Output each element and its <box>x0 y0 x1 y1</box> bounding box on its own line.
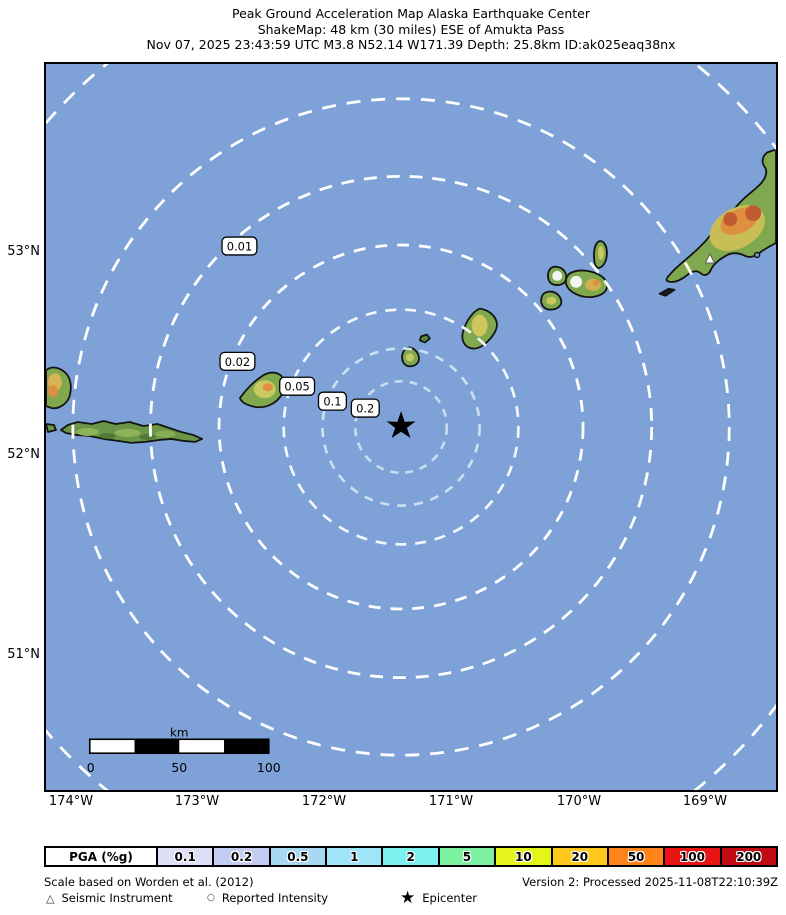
pga-legend-title: PGA (%g) <box>46 848 158 865</box>
island-left-edge <box>46 366 72 410</box>
pga-legend-cell-5: 5 <box>439 848 497 865</box>
reported-intensity-icon: ○ <box>207 893 215 903</box>
svg-text:0.2: 0.2 <box>356 402 374 416</box>
pga-legend-value: 0.5 <box>287 849 309 864</box>
contour-circle-0.05 <box>282 308 520 546</box>
legend-seismic-instrument: △ Seismic Instrument <box>46 891 173 905</box>
pga-legend-value: 100 <box>679 849 705 864</box>
contour-labels-layer: 0.01 0.02 0.05 0.1 0.2 <box>219 236 380 418</box>
contour-label-0.1: 0.1 <box>317 391 348 411</box>
contour-circle-outer-1 <box>71 97 731 757</box>
islet-speck <box>419 333 431 344</box>
island-yunaska <box>461 307 498 350</box>
island-chagulak <box>401 346 420 368</box>
pga-legend-value: 0.2 <box>230 849 253 864</box>
lon-label-172w: 172°W <box>301 794 347 809</box>
scale-bar: km 0 50 100 <box>87 725 281 775</box>
epicenter-star-icon: ★ <box>400 887 416 908</box>
scale-attribution: Scale based on Worden et al. (2012) <box>44 875 254 889</box>
pga-legend-cell-200: 200 <box>721 848 776 865</box>
pga-legend-cell-1: 1 <box>327 848 384 865</box>
lon-label-169w: 169°W <box>682 794 728 809</box>
map-header: Peak Ground Acceleration Map Alaska Eart… <box>44 6 778 53</box>
lat-label-53n: 53°N <box>7 244 40 259</box>
pga-contour-circles <box>46 64 776 790</box>
event-info-line: Nov 07, 2025 23:43:59 UTC M3.8 N52.14 W1… <box>146 37 676 52</box>
page-title: Peak Ground Acceleration Map Alaska Eart… <box>231 6 591 21</box>
lat-label-51n: 51°N <box>7 647 40 662</box>
contour-circle-0.01 <box>149 174 654 680</box>
island-cluster-four-mountains <box>540 240 608 311</box>
epicenter-star-marker <box>386 411 416 439</box>
pga-legend-value: 2 <box>406 849 415 864</box>
pga-legend-value: 200 <box>736 849 762 864</box>
pga-legend-cell-0.5: 0.5 <box>270 848 328 865</box>
pga-legend-value: 20 <box>571 849 589 864</box>
island-long-west <box>60 420 204 444</box>
lon-label-173w: 173°W <box>174 794 220 809</box>
seismic-station-triangle-icon <box>704 252 716 264</box>
pga-legend-bar: PGA (%g) 0.1 0.2 0.5 1 2 5 10 20 50 100 … <box>44 846 778 867</box>
pga-legend-value: 5 <box>462 849 472 864</box>
svg-text:0.02: 0.02 <box>225 355 250 369</box>
contour-label-0.01: 0.01 <box>221 236 258 256</box>
pga-legend-value: 0.1 <box>174 849 196 864</box>
lon-label-174w: 174°W <box>48 794 94 809</box>
shakemap-svg: 0.01 0.02 0.05 0.1 0.2 <box>46 64 776 790</box>
epicenter-label: Epicenter <box>422 891 478 905</box>
pga-legend-value: 50 <box>627 849 645 864</box>
scale-bar-unit: km <box>170 725 189 739</box>
legend-reported-intensity: ○ Reported Intensity <box>207 891 328 905</box>
pga-legend-cell-10: 10 <box>496 848 553 865</box>
pga-legend-cell-100: 100 <box>665 848 722 865</box>
contour-circle-0.02 <box>217 243 585 611</box>
legend-epicenter: ★ Epicenter <box>400 887 478 908</box>
pga-legend-cell-50: 50 <box>608 848 666 865</box>
svg-text:0.01: 0.01 <box>227 239 252 253</box>
svg-text:0.05: 0.05 <box>284 380 309 394</box>
shakemap-canvas: 0.01 0.02 0.05 0.1 0.2 <box>44 62 778 792</box>
pga-legend-cell-0.1: 0.1 <box>158 848 215 865</box>
contour-circle-0.1 <box>321 347 481 507</box>
islands-layer <box>46 148 776 444</box>
pga-legend-value: 1 <box>350 849 359 864</box>
version-processed-note: Version 2: Processed 2025-11-08T22:10:39… <box>522 875 778 889</box>
islet-round <box>753 251 761 259</box>
seismic-instrument-label: Seismic Instrument <box>61 891 173 905</box>
contour-label-0.02: 0.02 <box>219 351 256 371</box>
seismic-instrument-icon: △ <box>46 891 55 905</box>
contour-circle-0.2 <box>354 379 449 475</box>
svg-text:0.1: 0.1 <box>323 395 341 409</box>
lon-label-171w: 171°W <box>428 794 474 809</box>
pga-legend-cell-20: 20 <box>552 848 609 865</box>
island-amukta <box>239 371 285 409</box>
lat-label-52n: 52°N <box>7 447 40 462</box>
reported-intensity-label: Reported Intensity <box>221 891 329 905</box>
island-umnak <box>665 148 776 283</box>
island-left-edge-small <box>46 423 57 433</box>
shakemap-subtitle: ShakeMap: 48 km (30 miles) ESE of Amukta… <box>257 21 565 37</box>
pga-legend-cell-2: 2 <box>383 848 440 865</box>
pga-legend-cell-0.2: 0.2 <box>214 848 271 865</box>
lon-label-170w: 170°W <box>556 794 602 809</box>
contour-label-0.2: 0.2 <box>350 398 380 418</box>
scale-tick-100: 100 <box>257 760 281 775</box>
pga-legend-value: 10 <box>514 849 532 864</box>
islet-dash <box>658 287 676 297</box>
scale-tick-50: 50 <box>171 760 187 775</box>
contour-label-0.05: 0.05 <box>279 376 316 396</box>
scale-tick-0: 0 <box>87 760 95 775</box>
